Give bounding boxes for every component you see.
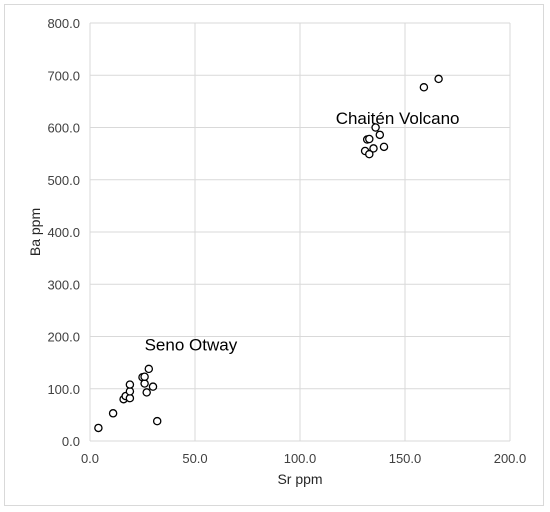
y-tick-label: 0.0 — [62, 434, 80, 449]
gridlines — [89, 22, 511, 442]
x-tick-labels: 0.0 50.0 100.0 150.0 200.0 — [81, 451, 526, 466]
x-axis-label: Sr ppm — [277, 471, 322, 487]
data-point-19 — [371, 123, 380, 132]
y-axis-label: Ba ppm — [27, 208, 43, 256]
x-tick-label: 150.0 — [389, 451, 422, 466]
data-point-8 — [140, 379, 149, 388]
data-point-11 — [144, 364, 154, 374]
data-point-21 — [379, 142, 389, 152]
data-point-9 — [140, 372, 149, 381]
x-tick-label: 200.0 — [494, 451, 527, 466]
data-point-0 — [94, 423, 103, 433]
data-point-13 — [152, 416, 162, 426]
y-tick-label: 500.0 — [47, 173, 80, 188]
x-tick-label: 100.0 — [284, 451, 317, 466]
data-point-17 — [365, 134, 374, 144]
y-tick-label: 700.0 — [47, 68, 80, 83]
annotation-chaiten-volcano: Chaitén Volcano — [336, 109, 460, 128]
data-points — [94, 74, 443, 433]
y-tick-label: 800.0 — [47, 16, 80, 31]
y-tick-label: 100.0 — [47, 382, 80, 397]
data-point-12 — [148, 382, 158, 391]
data-point-5 — [125, 387, 135, 396]
y-tick-label: 400.0 — [47, 225, 80, 240]
data-point-22 — [419, 83, 429, 92]
x-tick-label: 0.0 — [81, 451, 99, 466]
data-point-1 — [108, 409, 118, 418]
data-point-20 — [375, 130, 385, 140]
data-point-18 — [369, 144, 378, 153]
data-point-6 — [125, 380, 135, 389]
data-point-4 — [125, 393, 135, 403]
data-point-10 — [142, 388, 151, 397]
chart-frame — [4, 4, 544, 506]
data-point-23 — [434, 74, 443, 84]
y-tick-label: 300.0 — [47, 277, 80, 292]
annotation-seno-otway: Seno Otway — [145, 336, 238, 355]
y-tick-label: 600.0 — [47, 121, 80, 136]
y-tick-label: 200.0 — [47, 330, 80, 345]
data-point-16 — [365, 149, 374, 159]
x-tick-label: 50.0 — [182, 451, 207, 466]
y-tick-labels: 0.0 100.0 200.0 300.0 400.0 500.0 600.0 700.0 80… — [47, 16, 80, 449]
